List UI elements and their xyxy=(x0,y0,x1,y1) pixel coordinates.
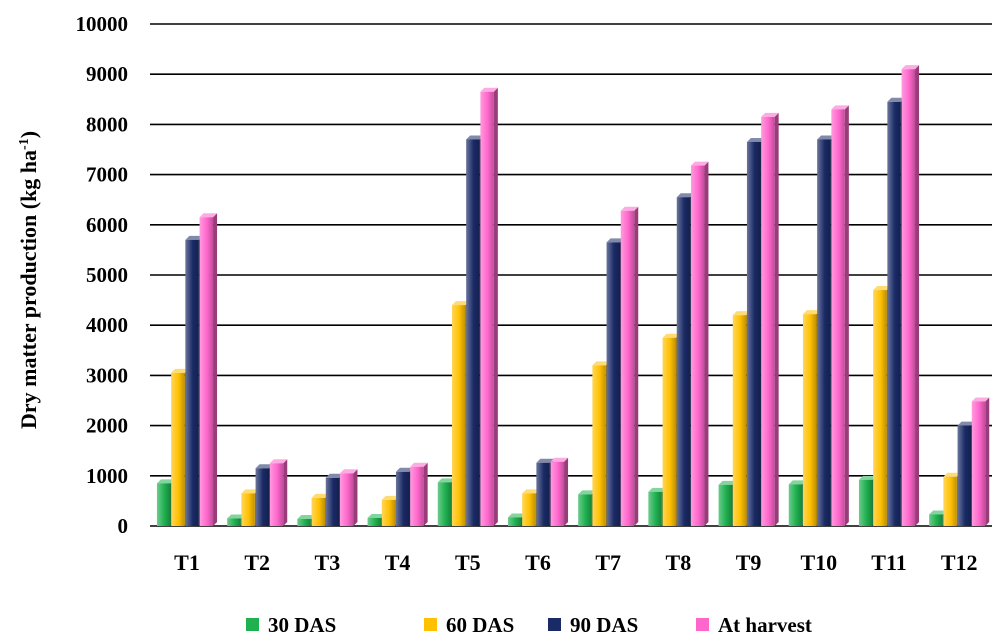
x-tick-label: T3 xyxy=(315,550,341,575)
y-tick-label: 0 xyxy=(118,514,129,538)
bar-t12-at-harvest xyxy=(971,397,990,526)
legend-label: 60 DAS xyxy=(446,613,514,637)
grid-lines xyxy=(150,23,992,527)
bar-t2-at-harvest xyxy=(269,459,288,526)
legend-label: 30 DAS xyxy=(268,613,336,637)
y-tick-label: 6000 xyxy=(86,213,128,237)
x-tick-label: T2 xyxy=(244,550,270,575)
y-tick-label: 3000 xyxy=(86,363,128,387)
legend-item-at-harvest: At harvest xyxy=(696,613,812,637)
y-tick-label: 7000 xyxy=(86,163,128,187)
bar-t10-at-harvest xyxy=(831,105,849,526)
y-tick-label: 2000 xyxy=(86,414,128,438)
bars xyxy=(156,65,990,527)
y-tick-label: 4000 xyxy=(86,313,128,337)
y-tick-label: 5000 xyxy=(86,263,128,287)
x-tick-label: T9 xyxy=(736,550,762,575)
x-tick-label: T8 xyxy=(666,550,692,575)
x-tick-label: T12 xyxy=(941,550,978,575)
legend-item-30-das: 30 DAS xyxy=(246,613,336,637)
x-tick-label: T1 xyxy=(174,550,200,575)
bar-t9-at-harvest xyxy=(761,112,779,527)
legend-swatch xyxy=(246,618,259,631)
bar-t8-at-harvest xyxy=(690,161,709,526)
legend-label: 90 DAS xyxy=(570,613,638,637)
legend-swatch xyxy=(548,618,561,631)
x-tick-label: T7 xyxy=(595,550,621,575)
y-tick-label: 9000 xyxy=(86,62,128,86)
bar-t5-at-harvest xyxy=(480,87,498,527)
x-tick-label: T11 xyxy=(871,550,906,575)
legend-label: At harvest xyxy=(718,613,812,637)
y-axis-ticks: 0 1000 2000 3000 4000 5000 6000 7000 8000 9000 100… xyxy=(76,12,129,538)
legend-swatch xyxy=(424,618,437,631)
legend-item-90-das: 90 DAS xyxy=(548,613,638,637)
legend-item-60-das: 60 DAS xyxy=(424,613,514,637)
y-tick-label: 8000 xyxy=(86,112,128,136)
y-tick-label: 10000 xyxy=(76,12,129,36)
bar-t7-at-harvest xyxy=(620,206,639,526)
x-axis-ticks: T1 T2 T3 T4 T5 T6 T7 T8 T9 T10 T11 T12 xyxy=(174,550,977,575)
x-tick-label: T4 xyxy=(385,550,411,575)
bar-t4-at-harvest xyxy=(410,462,428,526)
bar-t1-at-harvest xyxy=(199,213,218,526)
x-tick-label: T6 xyxy=(525,550,551,575)
x-tick-label: T5 xyxy=(455,550,481,575)
legend: 30 DAS 60 DAS 90 DAS At harvest xyxy=(246,613,812,637)
y-axis-title: Dry matter production (kg ha-1) xyxy=(16,131,41,429)
bar-t3-at-harvest xyxy=(339,469,358,526)
x-tick-label: T10 xyxy=(800,550,837,575)
bar-t11-at-harvest xyxy=(901,65,920,527)
y-tick-label: 1000 xyxy=(86,464,128,488)
legend-swatch xyxy=(696,618,709,631)
bar-t6-at-harvest xyxy=(550,457,569,526)
